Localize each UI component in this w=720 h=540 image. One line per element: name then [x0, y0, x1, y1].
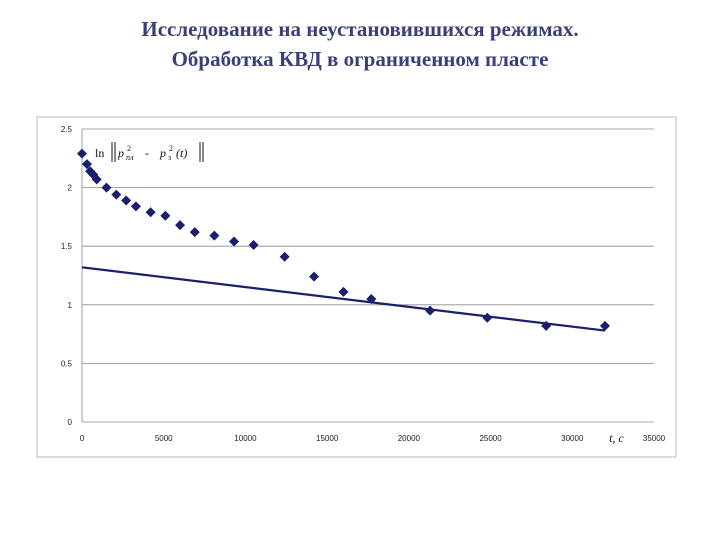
data-point	[101, 182, 112, 193]
x-tick-label: 0	[80, 434, 85, 443]
svg-text:(t): (t)	[176, 146, 187, 160]
data-point	[145, 207, 156, 218]
x-tick-label: 30000	[561, 434, 584, 443]
title-line-1: Исследование на неустановившихся режимах…	[141, 17, 579, 41]
axes	[81, 129, 654, 423]
grid	[82, 128, 654, 364]
title-line-2: Обработка КВД в ограниченном пласте	[171, 47, 549, 71]
data-point	[111, 189, 122, 200]
x-tick-label: 25000	[479, 434, 502, 443]
data-point	[209, 230, 220, 241]
svg-text:ln: ln	[95, 146, 104, 160]
x-tick-label: 10000	[234, 434, 257, 443]
data-point	[175, 220, 186, 231]
data-point	[541, 320, 552, 331]
data-point	[599, 320, 610, 331]
data-point	[248, 240, 259, 251]
trend-line-layer	[81, 266, 606, 332]
svg-text:p: p	[117, 146, 124, 160]
data-point	[366, 293, 377, 304]
svg-text:2: 2	[169, 144, 173, 153]
data-point	[121, 195, 132, 206]
data-point	[91, 174, 102, 185]
trend-line	[81, 266, 606, 332]
tick-labels: 0 0.5 1 1.5 2 2.5 0 5000 10000 15000 20000 25000 300…	[61, 125, 666, 445]
x-tick-label: 35000	[643, 434, 666, 443]
y-tick-label: 2.5	[61, 125, 73, 134]
data-point	[130, 201, 141, 212]
svg-text:пл: пл	[126, 153, 134, 162]
x-tick-label: 15000	[316, 434, 339, 443]
data-point	[81, 159, 92, 170]
data-point	[309, 271, 320, 282]
data-point	[189, 227, 200, 238]
data-point	[228, 236, 239, 247]
data-points	[77, 148, 610, 331]
data-point	[160, 210, 171, 221]
y-tick-label: 2	[68, 184, 73, 193]
y-tick-label: 1.5	[61, 242, 73, 251]
data-point	[482, 312, 493, 323]
data-point	[279, 251, 290, 262]
page-title: Исследование на неустановившихся режимах…	[0, 14, 720, 74]
y-tick-label: 1	[68, 301, 73, 310]
svg-text:2: 2	[127, 144, 131, 153]
x-tick-label: 5000	[155, 434, 173, 443]
chart-frame	[36, 116, 677, 458]
y-axis-formula: ln p 2 пл - p 2 з (t)	[95, 142, 204, 162]
svg-text:-: -	[145, 146, 149, 160]
y-tick-label: 0.5	[61, 359, 73, 368]
svg-text:p: p	[159, 146, 166, 160]
y-tick-label: 0	[68, 418, 73, 427]
data-point	[77, 148, 87, 159]
x-axis-label: t, c	[609, 431, 624, 445]
data-point	[338, 286, 349, 297]
data-point	[425, 305, 436, 316]
x-tick-label: 20000	[398, 434, 421, 443]
svg-text:з: з	[167, 153, 171, 162]
